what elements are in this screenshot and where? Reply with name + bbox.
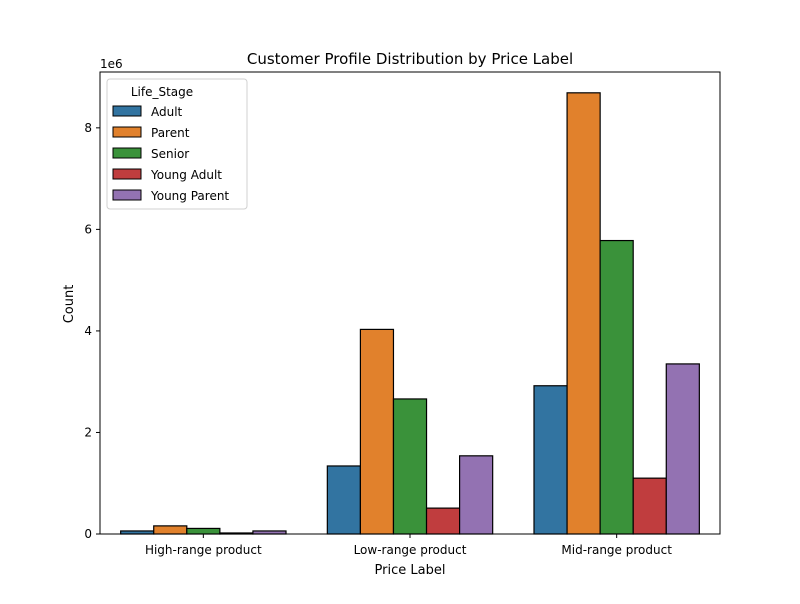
axes-layer: 0 2 4 6 8 High-range product Low-range product… <box>84 71 721 557</box>
x-tick-label: High-range product <box>145 543 262 557</box>
legend-swatch <box>112 105 142 117</box>
legend-swatch <box>112 189 142 201</box>
legend: Life_Stage Adult Parent Senior Young Adult Yo… <box>106 78 248 210</box>
bar <box>632 477 667 535</box>
legend-swatch <box>112 147 142 159</box>
x-tick-label: Low-range product <box>354 543 467 557</box>
x-axis-label: Price Label <box>375 563 446 578</box>
bar <box>425 507 461 535</box>
legend-label: Adult <box>151 105 183 119</box>
legend-label: Senior <box>151 147 189 161</box>
legend-label: Young Adult <box>150 168 222 182</box>
y-tick-label: 8 <box>84 121 92 135</box>
bar <box>392 398 428 535</box>
bar <box>665 363 700 535</box>
legend-swatch <box>112 126 142 138</box>
y-tick-label: 2 <box>84 425 92 439</box>
legend-swatch <box>112 168 142 180</box>
bars-layer <box>120 92 700 535</box>
x-tick-label: Mid-range product <box>561 543 672 557</box>
legend-box <box>106 78 248 210</box>
bar <box>533 385 568 535</box>
bar <box>153 525 188 535</box>
bar <box>599 239 634 535</box>
chart-title: Customer Profile Distribution by Price L… <box>247 50 573 68</box>
y-axis-label: Count <box>62 285 77 324</box>
bar <box>566 92 601 535</box>
y-tick-label: 4 <box>84 324 92 338</box>
legend-label: Young Parent <box>150 189 229 203</box>
bar <box>326 465 361 535</box>
bar <box>459 455 494 535</box>
legend-label: Parent <box>151 126 190 140</box>
y-tick-label: 6 <box>84 222 92 236</box>
legend-title: Life_Stage <box>131 85 193 99</box>
y-scale-label: 1e6 <box>100 57 123 71</box>
y-tick-label: 0 <box>84 527 92 541</box>
bar <box>359 328 395 535</box>
bar <box>186 527 221 535</box>
